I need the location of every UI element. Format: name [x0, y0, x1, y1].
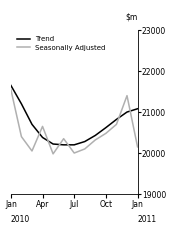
Seasonally Adjusted — [84, 148, 86, 150]
Text: $m: $m — [125, 12, 138, 21]
Trend — [63, 143, 65, 146]
Seasonally Adjusted — [115, 123, 117, 126]
Trend — [52, 143, 54, 145]
Trend — [31, 123, 33, 126]
Seasonally Adjusted — [105, 132, 107, 135]
Line: Seasonally Adjusted: Seasonally Adjusted — [11, 89, 138, 154]
Text: 2010: 2010 — [11, 215, 30, 224]
Legend: Trend, Seasonally Adjusted: Trend, Seasonally Adjusted — [14, 33, 108, 53]
Trend — [94, 134, 96, 137]
Trend — [73, 143, 75, 146]
Seasonally Adjusted — [94, 139, 96, 141]
Seasonally Adjusted — [136, 146, 139, 148]
Trend — [20, 102, 22, 105]
Trend — [41, 136, 44, 139]
Trend — [126, 111, 128, 113]
Seasonally Adjusted — [31, 150, 33, 152]
Seasonally Adjusted — [20, 135, 22, 138]
Trend — [136, 107, 139, 110]
Seasonally Adjusted — [73, 152, 75, 154]
Seasonally Adjusted — [41, 125, 44, 128]
Trend — [10, 84, 12, 87]
Line: Trend: Trend — [11, 85, 138, 145]
Text: 2011: 2011 — [138, 215, 157, 224]
Seasonally Adjusted — [10, 88, 12, 91]
Seasonally Adjusted — [126, 94, 128, 97]
Seasonally Adjusted — [63, 137, 65, 140]
Trend — [105, 126, 107, 129]
Trend — [115, 118, 117, 121]
Seasonally Adjusted — [52, 152, 54, 155]
Trend — [84, 140, 86, 143]
